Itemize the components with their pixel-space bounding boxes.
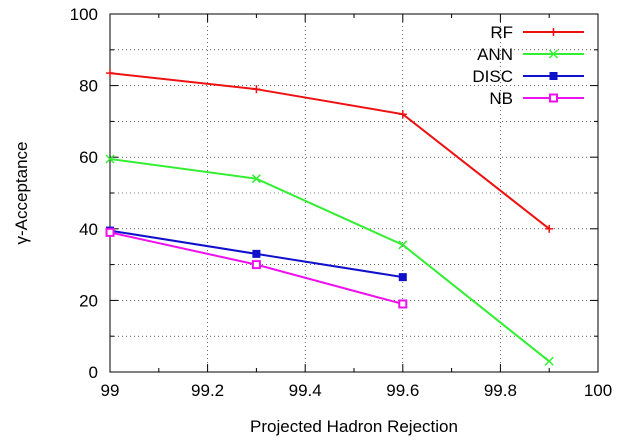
grid xyxy=(110,14,598,372)
legend-marker-nb xyxy=(549,93,558,103)
data-point-nb xyxy=(251,260,261,270)
x-tick-label: 100 xyxy=(584,381,612,400)
data-point-ann-d2 xyxy=(398,240,408,250)
data-point-ann-d2 xyxy=(251,174,261,184)
data-point-ann-d2 xyxy=(544,356,554,366)
data-point-rf xyxy=(252,85,261,94)
x-tick-label: 99.4 xyxy=(289,381,322,400)
series-rf xyxy=(106,69,554,233)
data-point-nb xyxy=(398,299,408,309)
y-tick-label: 60 xyxy=(79,148,98,167)
series-nb xyxy=(105,227,408,309)
series-ann xyxy=(105,154,554,366)
y-tick-label: 20 xyxy=(79,291,98,310)
data-point-ann xyxy=(398,240,408,250)
data-point-ann xyxy=(544,356,554,366)
ticks: 99 99.2 99.4 99.6 99.8 100 0 20 40 60 80 100 xyxy=(70,5,613,400)
legend-item-rf: RF xyxy=(490,23,584,42)
data-point-rf xyxy=(398,110,407,119)
data-point-ann xyxy=(251,174,261,184)
series-disc xyxy=(106,226,407,282)
series-line-rf xyxy=(109,72,550,230)
x-tick-label: 99.6 xyxy=(386,381,419,400)
x-axis-title: Projected Hadron Rejection xyxy=(250,417,458,436)
legend-item-ann: ANN xyxy=(477,45,584,64)
legend: RF ANN DISC NB xyxy=(472,23,584,108)
series-line-ann xyxy=(109,158,550,363)
legend-label-ann: ANN xyxy=(477,45,513,64)
data-point-ann-d2 xyxy=(105,154,115,164)
data-point-disc xyxy=(252,249,261,258)
legend-item-disc: DISC xyxy=(472,67,584,86)
legend-marker-ann-d2 xyxy=(548,49,559,59)
y-tick-label: 0 xyxy=(89,363,98,382)
legend-marker-ann xyxy=(548,49,559,59)
y-tick-label: 100 xyxy=(70,5,98,24)
data-point-nb xyxy=(105,227,115,237)
legend-marker-rf xyxy=(549,28,558,36)
data-point-ann xyxy=(105,154,115,164)
y-tick-label: 40 xyxy=(79,220,98,239)
x-tick-label: 99.2 xyxy=(191,381,224,400)
x-tick-label: 99.8 xyxy=(484,381,517,400)
legend-label-rf: RF xyxy=(490,23,513,42)
legend-item-nb: NB xyxy=(489,89,584,108)
y-axis-title: γ-Acceptance xyxy=(12,142,31,245)
series-layer xyxy=(105,69,554,366)
data-point-rf xyxy=(106,69,114,78)
x-tick-label: 99 xyxy=(101,381,120,400)
data-point-disc xyxy=(398,273,407,282)
legend-label-nb: NB xyxy=(489,89,513,108)
y-tick-label: 80 xyxy=(79,77,98,96)
legend-label-disc: DISC xyxy=(472,67,513,86)
legend-marker-disc xyxy=(549,72,558,80)
data-point-rf xyxy=(545,224,554,233)
